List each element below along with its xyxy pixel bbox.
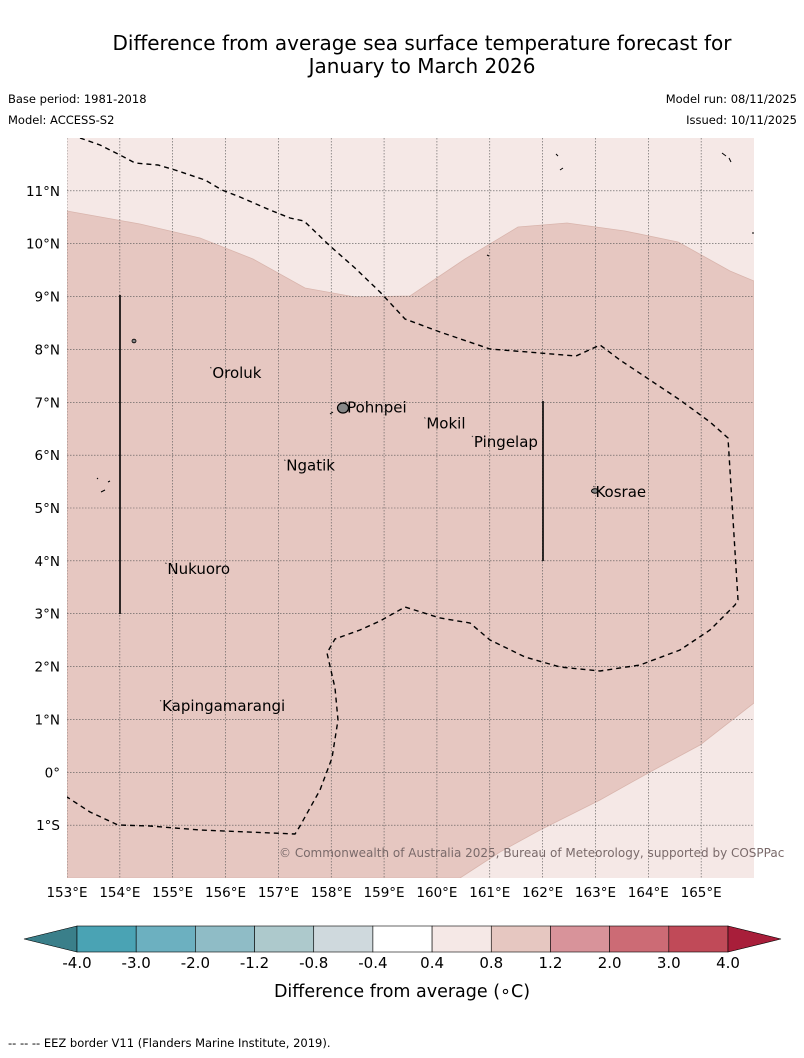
colorbar-bin	[609, 925, 670, 953]
colorbar-tick: 3.0	[657, 954, 681, 972]
colorbar-bin	[490, 925, 551, 953]
place-marker	[471, 435, 474, 438]
map-frame: Oroluk Pohnpei Mokil Pingelap Ngatik Kosrae Nu…	[67, 138, 784, 878]
lat-tick-label: 1°S	[36, 818, 60, 834]
lon-tick-label: 163°E	[575, 885, 616, 901]
colorbar-bin	[668, 925, 729, 953]
kosrae-island	[591, 488, 599, 494]
atoll-west	[96, 477, 111, 493]
lat-tick-label: 6°N	[35, 448, 60, 464]
lat-tick-label: 3°N	[35, 607, 60, 623]
lat-tick-label: 5°N	[35, 501, 60, 517]
colorbar-bin	[431, 925, 492, 953]
anomaly-area-0.8-1.2	[67, 210, 754, 878]
place-marker	[165, 562, 167, 565]
place-marker	[209, 366, 212, 369]
colorbar-bin	[550, 925, 610, 953]
lon-tick-label: 160°E	[416, 885, 457, 901]
lon-tick-label: 156°E	[205, 885, 246, 901]
atoll-north-east	[555, 153, 564, 171]
colorbar-bin	[372, 925, 433, 953]
place-label-pohnpei: Pohnpei	[347, 399, 407, 417]
atoll-north	[486, 254, 490, 257]
place-marker	[159, 699, 162, 702]
copyright-credit: © Commonwealth of Australia 2025, Bureau…	[279, 846, 784, 860]
colorbar-tick: -1.2	[240, 954, 269, 972]
place-marker	[283, 459, 286, 462]
lat-tick-label: 2°N	[35, 660, 60, 676]
colorbar-under-arrow	[23, 925, 78, 953]
place-label-pingelap: Pingelap	[474, 433, 538, 451]
lon-tick-label: 165°E	[681, 885, 722, 901]
lat-tick-label: 1°N	[35, 712, 60, 728]
lon-tick-label: 158°E	[311, 885, 352, 901]
colorbar-tick: 2.0	[598, 954, 622, 972]
title-line-2: January to March 2026	[308, 54, 536, 78]
place-marker	[424, 417, 426, 419]
lon-tick-label: 164°E	[628, 885, 669, 901]
colorbar-tick: -3.0	[122, 954, 151, 972]
place-labels: Oroluk Pohnpei Mokil Pingelap Ngatik Kosrae Nu…	[159, 364, 646, 715]
colorbar-tick: -2.0	[181, 954, 210, 972]
colorbar-tick-labels: -4.0 -3.0 -2.0 -1.2 -0.8 -0.4 0.4 0.8 1.2 2.0 3.0 4…	[62, 954, 740, 972]
atoll-north-east-2	[721, 152, 732, 163]
colorbar-title: Difference from average (∘C)	[274, 982, 530, 1002]
colorbar-bin	[135, 925, 196, 953]
islands	[96, 152, 754, 494]
place-label-nukuoro: Nukuoro	[167, 560, 230, 578]
colorbar-tick: -0.4	[358, 954, 387, 972]
graticule	[67, 138, 754, 878]
lat-tick-label: 4°N	[35, 554, 60, 570]
lat-tick-label: 9°N	[35, 290, 60, 306]
lat-tick-label: 0°	[45, 765, 60, 781]
lat-tick-label: 10°N	[26, 237, 60, 253]
colorbar-bin	[195, 925, 255, 953]
lon-tick-label: 159°E	[364, 885, 405, 901]
colorbar-bins	[76, 925, 729, 953]
colorbar-bin	[313, 925, 374, 953]
colorbar-bin	[76, 925, 137, 953]
place-marker	[344, 401, 347, 403]
colorbar-bin	[254, 925, 315, 953]
eez-border-north	[67, 138, 739, 835]
eez-footnote: -- -- -- EEZ border V11 (Flanders Marine…	[8, 1036, 331, 1050]
colorbar-tick: 0.8	[479, 954, 503, 972]
place-marker	[593, 485, 595, 488]
colorbar-tick: -4.0	[62, 954, 91, 972]
lon-tick-label: 162°E	[522, 885, 563, 901]
longitude-ticks: 153°E 154°E 155°E 156°E 157°E 158°E 159°E 160°E…	[46, 885, 721, 901]
place-label-mokil: Mokil	[426, 414, 465, 432]
colorbar-tick: -0.8	[299, 954, 328, 972]
map-title: Difference from average sea surface temp…	[40, 32, 804, 78]
lat-tick-label: 11°N	[26, 184, 60, 200]
lon-tick-label: 154°E	[99, 885, 140, 901]
place-label-oroluk: Oroluk	[212, 364, 261, 382]
colorbar-tick: 4.0	[716, 954, 740, 972]
small-island-west	[131, 338, 137, 344]
model-name: Model: ACCESS-S2	[8, 113, 115, 127]
colorbar: -4.0 -3.0 -2.0 -1.2 -0.8 -0.4 0.4 0.8 1.2 2.0 3.0 4…	[23, 925, 782, 1002]
place-label-kapingamarangi: Kapingamarangi	[162, 697, 285, 715]
place-label-ngatik: Ngatik	[286, 457, 335, 475]
lon-tick-label: 157°E	[258, 885, 299, 901]
ant-atoll	[329, 411, 334, 415]
title-line-1: Difference from average sea surface temp…	[112, 31, 732, 55]
colorbar-tick: 0.4	[420, 954, 444, 972]
colorbar-over-arrow	[727, 925, 782, 953]
lon-tick-label: 161°E	[469, 885, 510, 901]
lon-tick-label: 155°E	[152, 885, 193, 901]
place-label-kosrae: Kosrae	[595, 483, 646, 501]
model-run: Model run: 08/11/2025	[665, 92, 797, 106]
lat-tick-label: 8°N	[35, 342, 60, 358]
colorbar-tick: 1.2	[539, 954, 563, 972]
latitude-ticks: 11°N 10°N 9°N 8°N 7°N 6°N 5°N 4°N 3°N 2°N 1°N 0° 1°S	[26, 184, 60, 834]
lon-tick-label: 153°E	[46, 885, 87, 901]
lat-tick-label: 7°N	[35, 395, 60, 411]
base-period: Base period: 1981-2018	[8, 92, 147, 106]
issued-date: Issued: 10/11/2025	[686, 113, 797, 127]
pohnpei-island	[336, 402, 350, 414]
